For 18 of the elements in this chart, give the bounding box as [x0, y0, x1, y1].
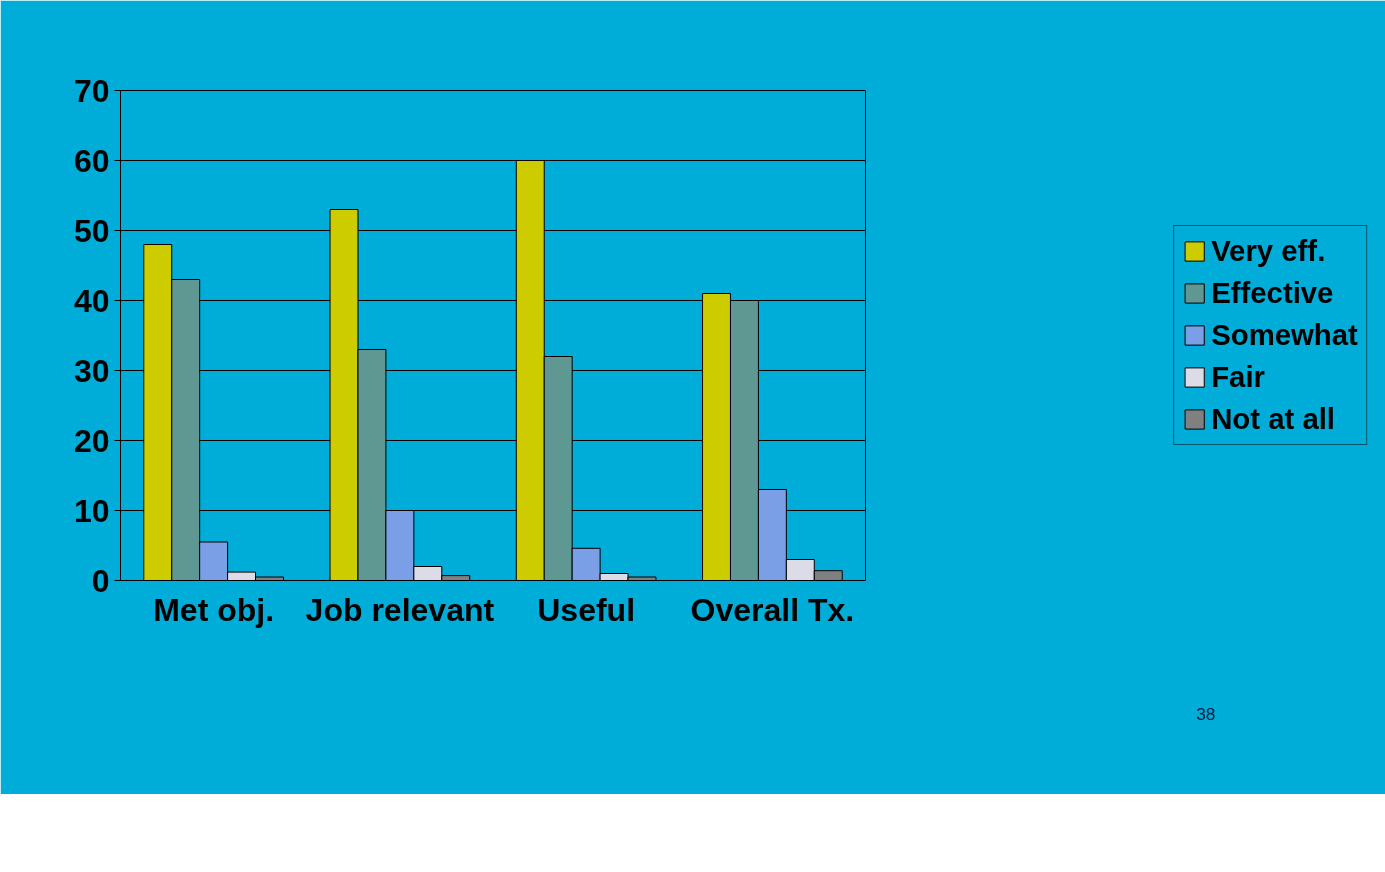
legend-label: Effective	[1211, 276, 1334, 310]
x-tick-label: Met obj.	[153, 591, 275, 628]
y-tick-label: 60	[73, 142, 110, 179]
x-tick-label: Job relevant	[305, 591, 495, 628]
legend-label: Very eff.	[1211, 234, 1326, 268]
legend-label: Fair	[1211, 360, 1265, 394]
y-tick-label: 40	[73, 282, 110, 319]
legend-label: Not at all	[1211, 402, 1336, 436]
y-tick-label: 20	[73, 422, 110, 459]
y-tick-label: 30	[73, 352, 110, 389]
y-tick-label: 70	[73, 72, 110, 109]
x-tick-label: Overall Tx.	[690, 591, 855, 628]
x-tick-label: Useful	[537, 591, 636, 628]
y-tick-label: 0	[91, 562, 110, 599]
legend-label: Somewhat	[1211, 318, 1358, 352]
y-tick-label: 10	[73, 492, 110, 529]
y-tick-label: 50	[73, 212, 110, 249]
text: 38	[1196, 703, 1216, 724]
